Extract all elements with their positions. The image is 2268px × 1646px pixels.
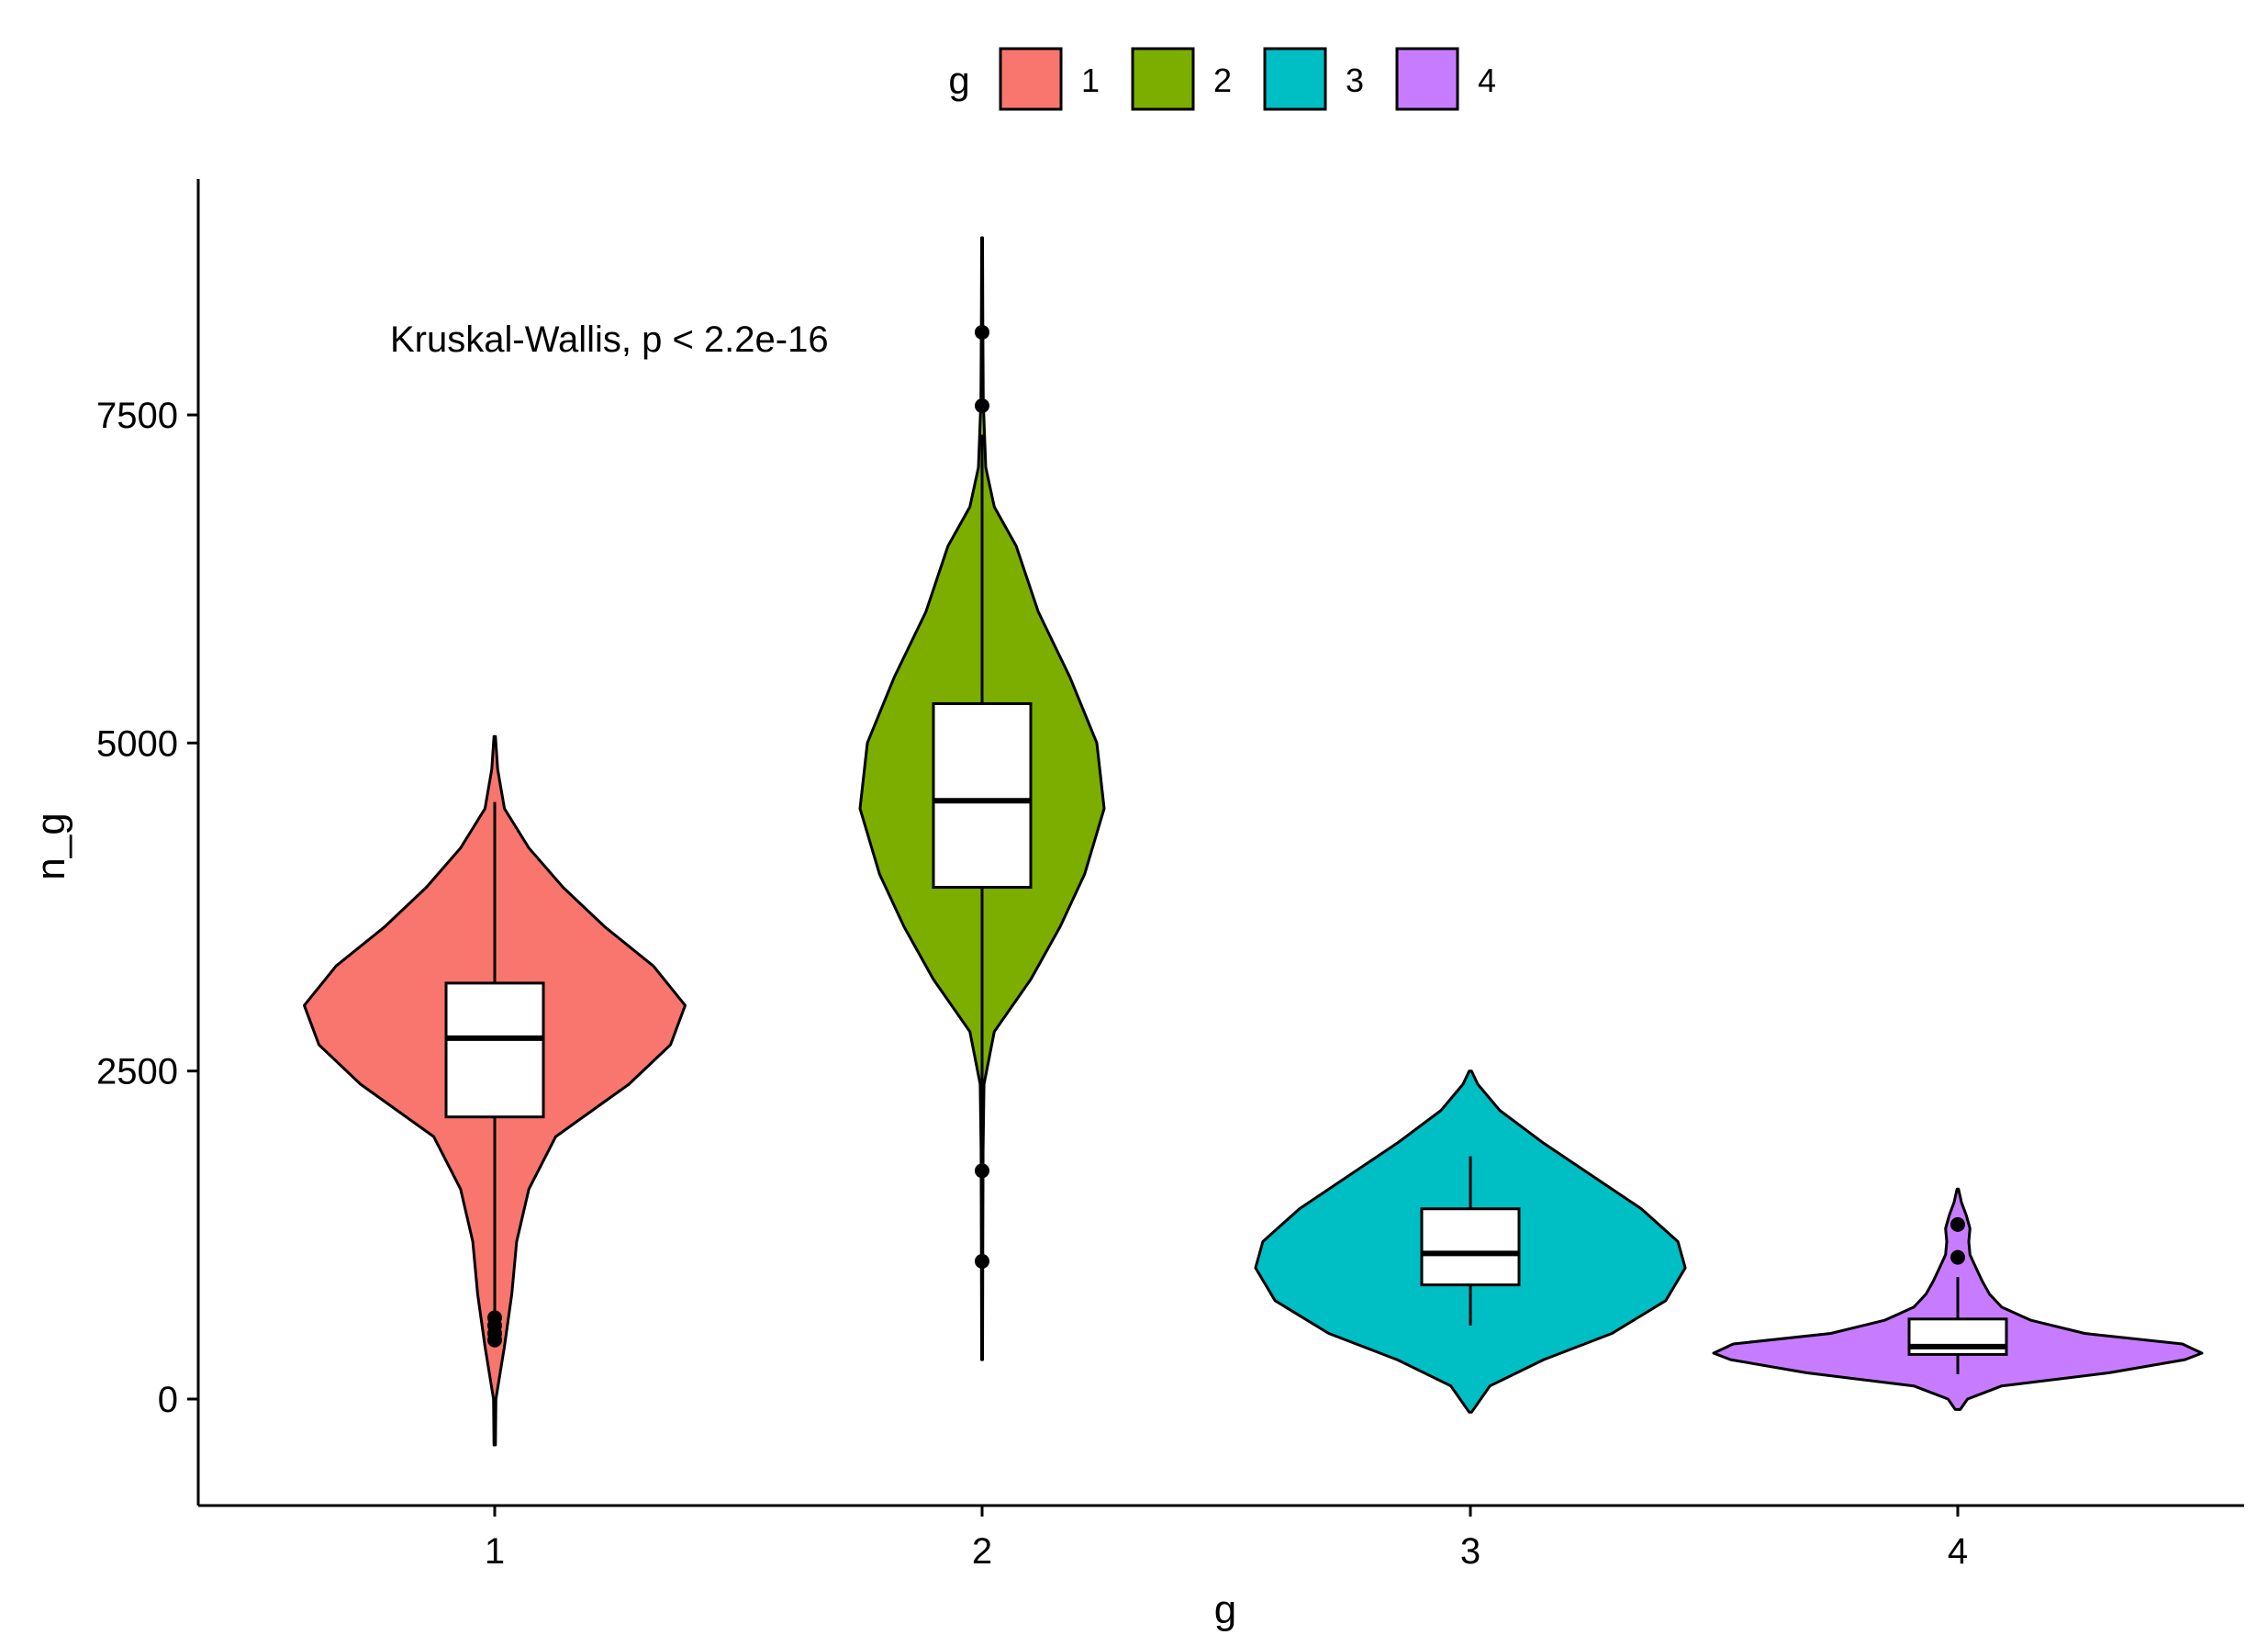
group-2 <box>858 236 1106 1361</box>
y-tick-label: 2500 <box>96 1052 178 1092</box>
y-tick-label: 7500 <box>96 396 178 436</box>
plot-area <box>303 236 2204 1447</box>
outlier-point <box>975 1253 989 1269</box>
x-tick-label: 3 <box>1460 1531 1480 1572</box>
legend-title: g <box>948 59 969 102</box>
box-1 <box>444 981 545 1119</box>
x-axis-title: g <box>1214 1587 1236 1632</box>
outlier-point <box>975 1163 989 1179</box>
outlier-point <box>975 398 989 413</box>
group-4 <box>1712 1187 2204 1411</box>
kruskal-wallis-annotation: Kruskal-Wallis, p < 2.2e-16 <box>390 319 829 360</box>
legend-swatch-4 <box>1395 47 1459 111</box>
x-axis: 1 2 3 4 <box>485 1506 1968 1572</box>
legend-label-4: 4 <box>1478 62 1496 99</box>
outlier-point <box>1950 1216 1965 1232</box>
y-tick-label: 0 <box>158 1380 178 1420</box>
legend-label-1: 1 <box>1081 62 1100 99</box>
y-axis-title: n_g <box>28 812 73 879</box>
legend-swatch-3 <box>1263 47 1327 111</box>
x-tick-label: 4 <box>1948 1531 1968 1572</box>
legend-label-2: 2 <box>1213 62 1232 99</box>
x-tick-label: 1 <box>485 1531 505 1572</box>
box-2 <box>932 701 1033 890</box>
legend-swatch-1 <box>999 47 1063 111</box>
outlier-point <box>975 324 989 340</box>
x-tick-label: 2 <box>972 1531 992 1572</box>
legend: g 1 2 3 4 <box>948 47 1496 111</box>
outlier-point <box>1950 1249 1965 1265</box>
group-3 <box>1254 1069 1687 1414</box>
legend-label-3: 3 <box>1346 62 1364 99</box>
y-axis: 0 2500 5000 7500 <box>96 396 198 1420</box>
y-tick-label: 5000 <box>96 723 178 764</box>
group-1 <box>303 734 687 1447</box>
outlier-point <box>487 1332 502 1348</box>
legend-swatch-2 <box>1131 47 1195 111</box>
box-3 <box>1420 1207 1521 1287</box>
